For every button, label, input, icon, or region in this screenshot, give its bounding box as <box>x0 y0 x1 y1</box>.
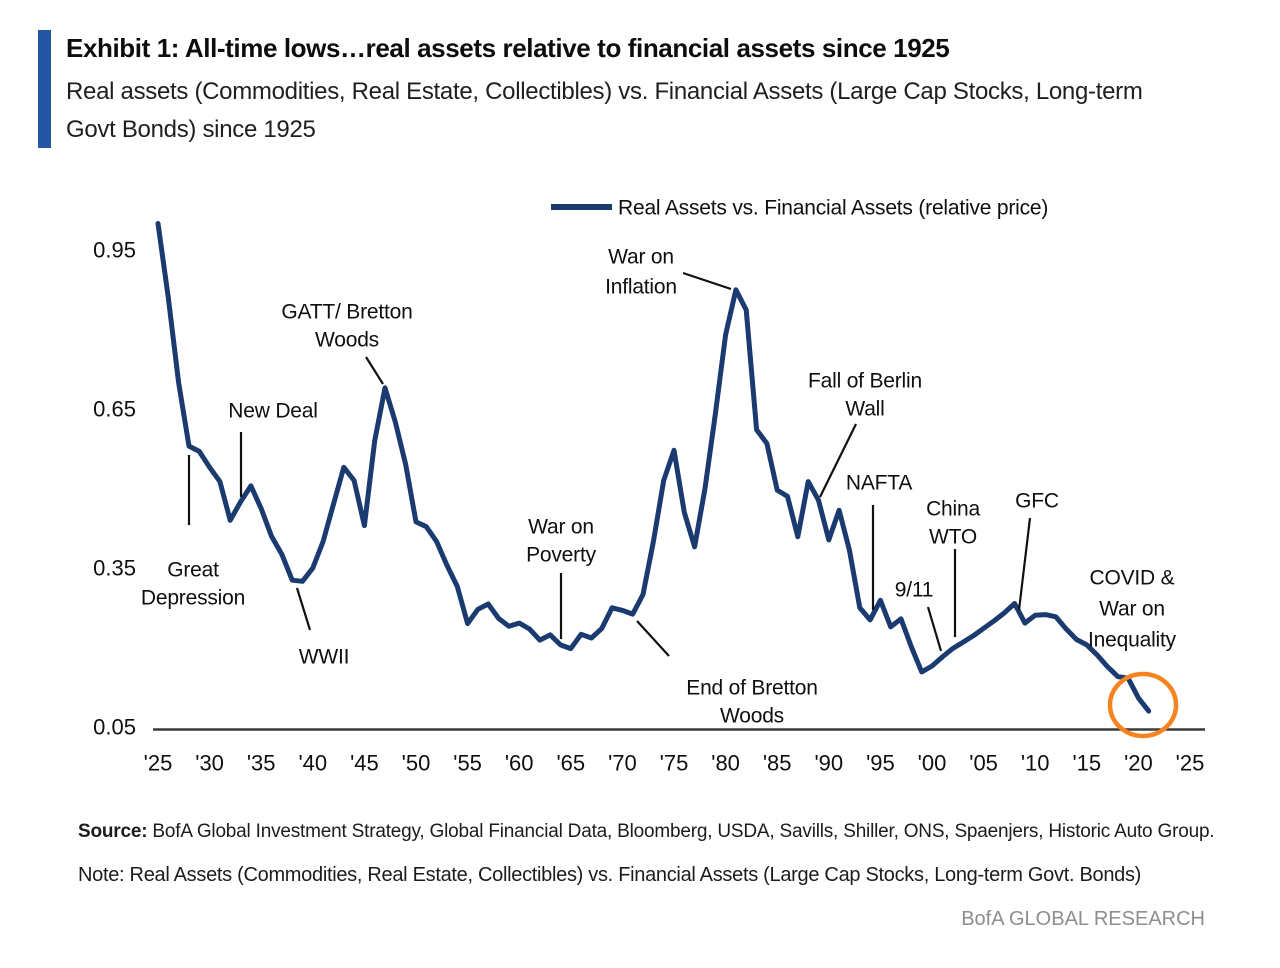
exhibit-subtitle-line-2: Govt Bonds) since 1925 <box>66 116 316 143</box>
annotation-war-on-poverty: War on Poverty <box>526 516 597 639</box>
annotation-text-gatt-bretton-woods: GATT/ Bretton <box>281 301 412 324</box>
x-axis-label: '85 <box>763 751 792 776</box>
brand-footer: BofA GLOBAL RESEARCH <box>961 908 1205 930</box>
annotation-wwii: WWII <box>295 587 350 669</box>
annotation-fall-of-berlin-wall: Fall of Berlin Wall <box>808 370 922 498</box>
x-axis-label: '60 <box>505 751 534 776</box>
title-accent-bar <box>38 30 51 148</box>
annotation-pointer-9-11 <box>926 606 943 652</box>
x-axis-label: '15 <box>1072 751 1101 776</box>
annotation-text-china-wto: WTO <box>929 526 977 549</box>
x-axis-label: '75 <box>660 751 689 776</box>
annotation-text-fall-of-berlin-wall: Wall <box>845 398 884 421</box>
annotation-text-great-depression: Depression <box>141 587 245 610</box>
annotation-gatt-bretton-woods: GATT/ Bretton Woods <box>281 301 413 385</box>
x-axis-label: '55 <box>453 751 482 776</box>
x-axis-labels: '25 '30 '35 '40 '45 '50 '55 '60 '65 '70 '75 '80 '85 '… <box>144 751 1205 776</box>
annotation-text-fall-of-berlin-wall: Fall of Berlin <box>808 370 922 393</box>
annotation-new-deal: New Deal <box>228 400 318 497</box>
legend-label: Real Assets vs. Financial Assets (relati… <box>618 197 1048 220</box>
annotation-pointer-gatt-bretton-woods <box>365 356 384 385</box>
annotation-end-of-bretton-woods: End of Bretton Woods <box>636 620 818 728</box>
annotation-gfc: GFC <box>1015 490 1059 611</box>
y-axis-label: 0.95 <box>93 238 136 263</box>
x-axis-label: '70 <box>608 751 637 776</box>
annotation-text-end-of-bretton-woods: Woods <box>720 705 784 728</box>
annotation-war-on-inflation: War on Inflation <box>605 246 732 299</box>
annotation-nafta: NAFTA <box>846 472 913 610</box>
y-axis-label: 0.05 <box>93 715 136 740</box>
x-axis-label: '65 <box>556 751 585 776</box>
annotation-text-war-on-poverty: Poverty <box>526 544 596 567</box>
annotation-text-war-on-inflation: War on <box>608 246 674 269</box>
legend: Real Assets vs. Financial Assets (relati… <box>551 197 1048 220</box>
source-label: Source: <box>78 821 148 842</box>
annotation-china-wto: China WTO <box>926 498 981 637</box>
annotation-pointer-gfc <box>1017 517 1032 611</box>
annotation-text-gfc: GFC <box>1015 490 1059 513</box>
highlight-circle <box>1107 671 1179 739</box>
annotation-pointer-war-on-inflation <box>682 271 732 291</box>
x-axis-label: '05 <box>969 751 998 776</box>
annotation-text-war-on-poverty: War on <box>528 516 594 539</box>
annotation-pointer-wwii <box>295 587 312 631</box>
annotation-text-gatt-bretton-woods: Woods <box>315 329 379 352</box>
annotation-text-covid-war-on-inequality: War on <box>1099 598 1165 621</box>
annotation-pointer-fall-of-berlin-wall <box>819 423 857 498</box>
annotation-text-covid-war-on-inequality: COVID & <box>1090 567 1175 590</box>
y-axis-label: 0.65 <box>93 397 136 422</box>
annotation-layer: Great Depression New Deal WWII GATT/ Bretton… <box>141 246 1179 739</box>
x-axis-label: '90 <box>814 751 843 776</box>
annotation-pointer-end-of-bretton-woods <box>636 620 670 657</box>
annotation-text-war-on-inflation: Inflation <box>605 276 677 299</box>
annotation-text-9-11: 9/11 <box>895 579 934 602</box>
exhibit-subtitle-line-1: Real assets (Commodities, Real Estate, C… <box>66 78 1143 105</box>
x-axis-label: '30 <box>195 751 224 776</box>
x-axis-label: '25 <box>1176 751 1205 776</box>
annotation-text-wwii: WWII <box>299 646 350 669</box>
note-line: Note: Real Assets (Commodities, Real Est… <box>78 864 1142 886</box>
data-line <box>155 221 1152 714</box>
annotation-text-end-of-bretton-woods: End of Bretton <box>686 677 817 700</box>
y-axis-labels: 0.95 0.65 0.35 0.05 <box>93 238 136 740</box>
x-axis-label: '45 <box>350 751 379 776</box>
y-axis-label: 0.35 <box>93 556 136 581</box>
x-axis-label: '80 <box>711 751 740 776</box>
x-axis-label: '10 <box>1021 751 1050 776</box>
x-axis-label: '00 <box>918 751 947 776</box>
annotation-text-nafta: NAFTA <box>846 472 912 495</box>
plot-area <box>153 221 1205 731</box>
annotation-covid-war-on-inequality: COVID & War on Inequality <box>1088 567 1177 652</box>
annotation-text-covid-war-on-inequality: Inequality <box>1088 629 1177 652</box>
annotation-great-depression: Great Depression <box>141 455 245 610</box>
exhibit-title: Exhibit 1: All-time lows…real assets rel… <box>66 33 950 63</box>
annotation-text-great-depression: Great <box>167 559 219 582</box>
source-text: BofA Global Investment Strategy, Global … <box>147 821 1215 842</box>
x-axis-label: '25 <box>144 751 173 776</box>
x-axis-label: '35 <box>247 751 276 776</box>
annotation-text-new-deal: New Deal <box>228 400 317 423</box>
annotation-9-11: 9/11 <box>895 579 943 652</box>
x-axis-label: '50 <box>402 751 431 776</box>
x-axis-label: '20 <box>1124 751 1153 776</box>
x-axis-label: '40 <box>298 751 327 776</box>
source-line: Source: BofA Global Investment Strategy,… <box>78 821 1215 843</box>
annotation-text-china-wto: China <box>926 498 980 521</box>
exhibit-subtitle: Real assets (Commodities, Real Estate, C… <box>66 73 1143 149</box>
x-axis-label: '95 <box>866 751 895 776</box>
